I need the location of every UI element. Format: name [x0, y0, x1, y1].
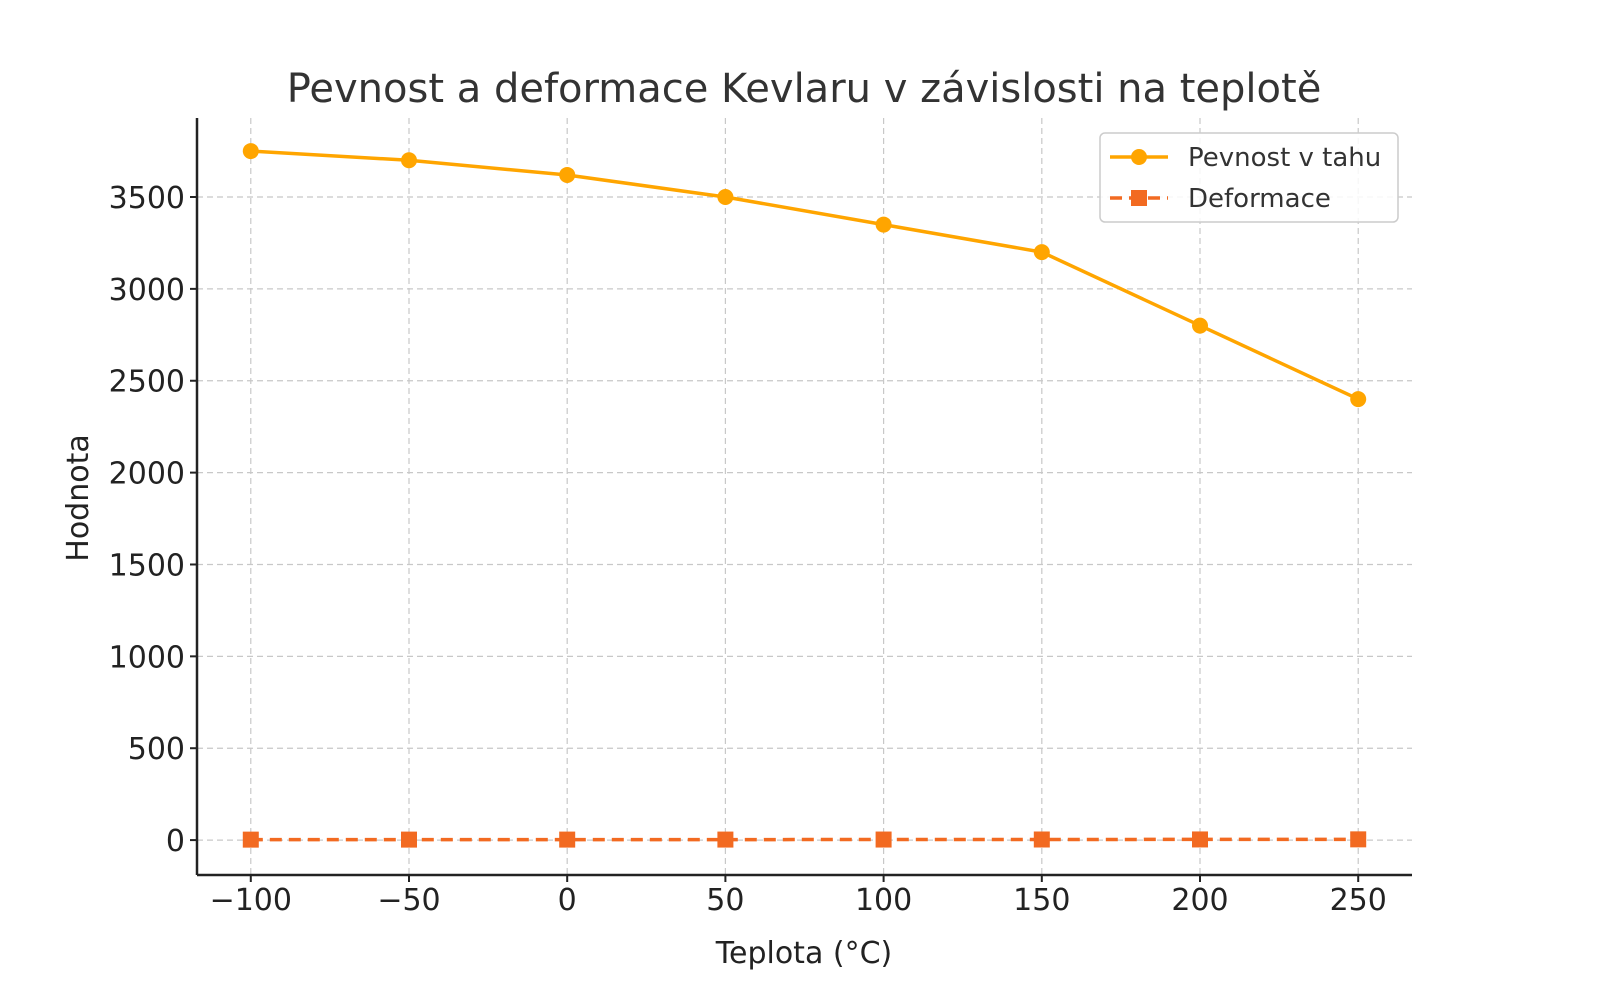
legend-label-deformation: Deformace — [1188, 184, 1331, 214]
legend-label-strength: Pevnost v tahu — [1188, 143, 1381, 173]
y-tick-label: 3000 — [109, 273, 185, 308]
series-line-0 — [250, 149, 1359, 401]
x-tick-label: 50 — [706, 883, 744, 918]
data-point — [875, 831, 892, 848]
x-tick-label: 100 — [855, 883, 912, 918]
data-point — [1192, 831, 1209, 848]
x-tick-label: −50 — [377, 883, 440, 918]
grid — [197, 118, 1412, 875]
data-point — [717, 189, 734, 206]
x-tick-label: 200 — [1171, 883, 1228, 918]
x-axis-label: Teplota (°C) — [715, 936, 892, 971]
data-point — [717, 831, 734, 848]
x-tick-label: 150 — [1013, 883, 1070, 918]
y-ticks: 0 500 1000 1500 2000 2500 3000 3500 — [109, 181, 197, 859]
data-point — [875, 216, 892, 233]
data-point — [1350, 391, 1367, 408]
legend-box — [1099, 132, 1399, 223]
x-tick-label: −100 — [210, 883, 292, 918]
data-point — [1350, 831, 1367, 848]
data-point — [1033, 831, 1050, 848]
x-tick-label: 250 — [1330, 883, 1387, 918]
data-point — [559, 831, 576, 848]
chart-title: Pevnost a deformace Kevlaru v závislosti… — [287, 66, 1322, 112]
y-axis-label: Hodnota — [61, 434, 96, 561]
plot-area — [242, 143, 1367, 848]
axes — [195, 118, 1412, 877]
y-tick-label: 3500 — [109, 181, 185, 216]
x-tick-label: 0 — [558, 883, 577, 918]
y-tick-label: 2000 — [109, 457, 185, 492]
data-point — [400, 831, 417, 848]
data-point — [1192, 317, 1209, 334]
y-tick-label: 1500 — [109, 548, 185, 583]
legend-marker-strength — [1131, 149, 1147, 165]
y-tick-label: 0 — [166, 824, 185, 859]
data-point — [1033, 244, 1050, 261]
y-tick-label: 1000 — [109, 640, 185, 675]
y-tick-label: 500 — [128, 732, 185, 767]
legend-marker-deformation — [1131, 190, 1147, 206]
data-point — [242, 143, 259, 160]
data-point — [400, 152, 417, 169]
data-point — [559, 166, 576, 183]
data-point — [242, 831, 259, 848]
y-tick-label: 2500 — [109, 365, 185, 400]
x-ticks: −100 −50 0 50 100 150 200 250 — [210, 875, 1387, 918]
legend: Pevnost v tahu Deformace — [1099, 132, 1399, 223]
